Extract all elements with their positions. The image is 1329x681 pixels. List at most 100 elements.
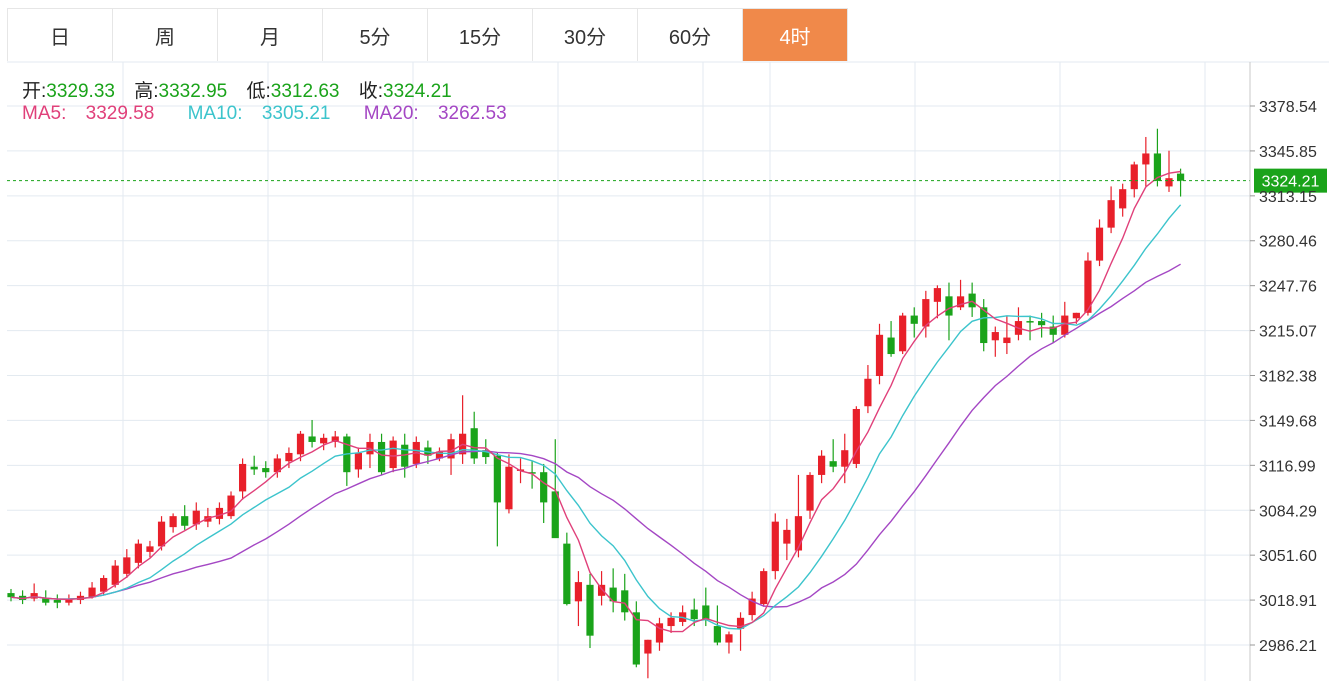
candle (748, 591, 756, 621)
candle-body (956, 296, 965, 308)
tab-5min[interactable]: 5分 (323, 9, 428, 61)
ma20-label: MA20: (363, 103, 419, 124)
candle (621, 573, 629, 621)
candle (899, 312, 907, 355)
candle (1038, 312, 1046, 338)
y-tick-label: 3182.38 (1259, 368, 1317, 385)
open-label: 开: (22, 81, 47, 102)
candle-body (250, 466, 258, 470)
candle-body (239, 463, 247, 492)
tab-4hour[interactable]: 4时 (743, 9, 848, 61)
candle-body (1084, 260, 1092, 313)
candle (285, 447, 293, 469)
candle (945, 282, 953, 341)
candle-body (621, 590, 629, 613)
y-tick-label: 3116.99 (1259, 458, 1316, 475)
candle-body (308, 436, 316, 442)
candle-body (76, 595, 85, 600)
candle (30, 583, 38, 602)
candle-body (945, 296, 953, 316)
candle-body (540, 472, 548, 503)
candle-body (1153, 153, 1162, 181)
candle-body (192, 510, 200, 525)
candle-body (285, 452, 293, 462)
candle-body (1049, 326, 1057, 335)
candle (7, 588, 15, 602)
candle (53, 594, 61, 609)
candle (760, 568, 768, 607)
y-tick-label: 3313.15 (1259, 189, 1317, 206)
high-value: 3332.95 (158, 81, 228, 102)
candle-body (864, 378, 872, 407)
candle-body (18, 595, 27, 600)
candle-body (980, 307, 988, 344)
candle-body (609, 587, 617, 602)
candle (343, 433, 351, 486)
candle (1153, 128, 1162, 187)
candle (1061, 301, 1069, 338)
candle-body (794, 516, 803, 551)
candle-body (702, 605, 710, 620)
candle-body (528, 472, 536, 474)
candle-body (829, 461, 837, 467)
y-tick-label: 3051.60 (1259, 548, 1317, 565)
candle (111, 560, 119, 588)
candle (18, 590, 27, 605)
low-value: 3312.63 (270, 81, 340, 102)
candle-body (1107, 200, 1115, 228)
candle-body (1095, 227, 1104, 261)
tab-60min[interactable]: 60分 (638, 9, 743, 61)
tab-15min[interactable]: 15分 (428, 9, 533, 61)
candle (250, 455, 258, 475)
candle-body (296, 433, 305, 455)
y-tick-label: 3084.29 (1259, 503, 1317, 520)
candle (88, 582, 96, 599)
candle (922, 290, 930, 338)
y-tick-label: 3215.07 (1259, 324, 1317, 341)
candle-body (736, 617, 745, 629)
candle-body (783, 529, 791, 544)
candle-body (88, 587, 96, 598)
candle (1084, 252, 1092, 316)
candle (192, 502, 200, 530)
candle-body (389, 440, 397, 469)
y-tick-label: 3149.68 (1259, 413, 1317, 430)
candle (331, 430, 339, 448)
tab-day[interactable]: 日 (8, 9, 113, 61)
tab-month[interactable]: 月 (218, 9, 323, 61)
candle-body (134, 543, 142, 563)
candle (273, 454, 281, 478)
candle (806, 472, 814, 519)
candle-body (377, 441, 386, 473)
candle (736, 612, 745, 651)
ma-readout: MA5: 3329.58 MA10: 3305.21 MA20: 3262.53 (22, 103, 535, 125)
candle (852, 406, 860, 469)
candle (864, 365, 872, 414)
tab-week[interactable]: 周 (113, 9, 218, 61)
candle-body (586, 584, 594, 636)
ma5-readout: MA5: 3329.58 (22, 103, 168, 124)
candle (181, 505, 189, 530)
candle (968, 282, 976, 317)
candle (632, 601, 640, 668)
candle-body (667, 617, 675, 627)
candle-body (597, 584, 606, 596)
candle-body (111, 565, 119, 585)
ma5-line (10, 170, 1181, 633)
candle-body (505, 466, 513, 510)
candle-body (841, 450, 849, 467)
candle-body (771, 521, 779, 572)
candle (841, 433, 849, 484)
candle (655, 617, 664, 651)
candle-body (435, 451, 444, 459)
candle (991, 326, 999, 357)
candle-body (401, 444, 409, 467)
candle (296, 430, 305, 462)
y-tick-label: 3280.46 (1259, 234, 1317, 251)
candle (725, 631, 733, 654)
tab-30min[interactable]: 30分 (533, 9, 638, 61)
candle (76, 591, 85, 605)
candle-body (53, 599, 61, 603)
candle-body (30, 593, 38, 599)
